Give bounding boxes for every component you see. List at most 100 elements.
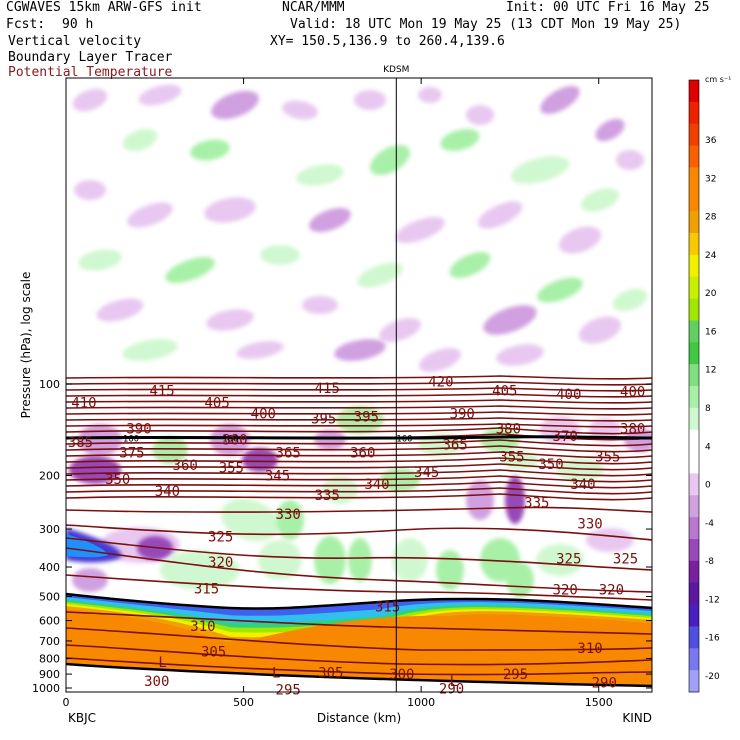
vv-blob <box>419 347 461 373</box>
x-tick-label: 500 <box>233 696 254 709</box>
vv-blob <box>578 316 622 344</box>
theta-label: 400 <box>251 406 276 422</box>
theta-contour <box>66 411 652 416</box>
theta-label: 400 <box>620 385 645 401</box>
vv-blob <box>296 164 344 186</box>
colorbar-label: 0 <box>705 481 711 491</box>
theta-contour <box>66 493 652 501</box>
theta-contour <box>66 375 652 380</box>
theta-label: 300 <box>389 667 414 683</box>
vv-blob <box>69 456 121 484</box>
model-title: CGWAVES 15km ARW-GFS init <box>6 0 202 15</box>
vv-blob <box>392 538 428 582</box>
theta-label: 390 <box>450 406 475 422</box>
theta-label: 380 <box>222 432 247 448</box>
vv-blob <box>314 430 346 450</box>
colorbar-swatch <box>689 407 699 431</box>
colorbar-label: 12 <box>705 366 716 376</box>
x-tick-label: 0 <box>63 696 70 709</box>
vv-blob <box>78 249 122 271</box>
vv-blob <box>160 550 240 590</box>
field-potential-temperature: Potential Temperature <box>8 65 173 80</box>
colorbar-swatch <box>689 145 699 168</box>
vv-blob <box>96 298 144 322</box>
colorbar-label: -8 <box>705 557 714 567</box>
theta-label: 330 <box>577 517 602 533</box>
colorbar-label: -12 <box>705 595 720 605</box>
y-tick-label: 800 <box>39 653 60 666</box>
theta-label: 410 <box>71 395 96 411</box>
y-tick-label: 700 <box>39 635 60 648</box>
theta-label: 295 <box>503 667 528 683</box>
theta-label: 295 <box>276 682 301 698</box>
tracer-label: 160 <box>396 435 412 445</box>
theta-label: 355 <box>219 460 244 476</box>
colorbar-swatch <box>689 495 699 518</box>
tracer-label: 160 <box>123 435 139 445</box>
vv-blob <box>165 257 215 283</box>
pbl-top-line <box>66 592 652 610</box>
vv-blob <box>357 262 403 288</box>
theta-label: 340 <box>155 484 180 500</box>
theta-label: 415 <box>149 383 174 399</box>
vv-blob <box>220 498 280 542</box>
vv-blob <box>540 86 580 115</box>
vv-blob <box>282 100 318 120</box>
vv-blob <box>260 245 300 265</box>
colorbar-swatch <box>689 560 699 584</box>
theta-label: 310 <box>190 619 215 635</box>
colorbar-swatch <box>689 364 699 387</box>
station-right-label: KIND <box>622 711 652 725</box>
theta-contour <box>66 627 652 651</box>
vv-blob <box>536 544 584 576</box>
colorbar-swatch <box>689 342 699 365</box>
vv-blob <box>242 448 278 472</box>
theta-label: 325 <box>556 552 581 568</box>
valid-time: Valid: 18 UTC Mon 19 May 25 (13 CDT Mon … <box>290 17 682 32</box>
vv-blob <box>138 84 182 106</box>
colorbar-swatch <box>689 167 699 190</box>
field-pbl-tracer: Boundary Layer Tracer <box>8 50 173 65</box>
tracer-contour <box>66 435 652 440</box>
forecast-label: Fcst: <box>6 17 46 32</box>
theta-contour <box>66 405 652 410</box>
theta-label: 345 <box>265 469 290 485</box>
theta-label: 290 <box>592 676 617 692</box>
vv-blob <box>580 188 620 212</box>
theta-label: 345 <box>414 465 439 481</box>
theta-label: 395 <box>311 412 336 428</box>
vv-blob <box>586 528 634 552</box>
theta-contour <box>66 644 652 666</box>
low-marker: L <box>450 674 458 690</box>
theta-label: 325 <box>208 530 233 546</box>
vv-blob <box>276 500 304 540</box>
colorbar-label: 24 <box>705 251 717 261</box>
colorbar-swatch <box>689 189 699 212</box>
colorbar-label: 16 <box>705 327 717 337</box>
theta-label: 325 <box>613 552 638 568</box>
theta-contour <box>66 463 652 471</box>
theta-label: 330 <box>276 507 301 523</box>
theta-contour <box>66 574 652 601</box>
vv-blob <box>302 296 338 314</box>
theta-label: 365 <box>442 437 467 453</box>
theta-label: 315 <box>194 581 219 597</box>
theta-label: 320 <box>553 583 578 599</box>
theta-label: 360 <box>350 445 375 461</box>
theta-label: 385 <box>68 435 93 451</box>
vv-blob <box>72 568 108 592</box>
colorbar-label: -20 <box>705 672 720 682</box>
vv-blob <box>314 536 346 584</box>
vv-blob <box>309 207 351 233</box>
vv-blob <box>558 226 602 254</box>
colorbar-frame <box>688 79 700 693</box>
y-tick-label: 400 <box>39 561 60 574</box>
vv-blob <box>379 317 421 343</box>
theta-label: 320 <box>208 555 233 571</box>
colorbar-label: 20 <box>705 289 717 299</box>
theta-label: 305 <box>318 666 343 682</box>
y-axis-label: Pressure (hPa), log scale <box>19 272 33 419</box>
theta-label: 370 <box>553 429 578 445</box>
colorbar-swatch <box>689 276 699 300</box>
vv-blob <box>510 156 570 184</box>
